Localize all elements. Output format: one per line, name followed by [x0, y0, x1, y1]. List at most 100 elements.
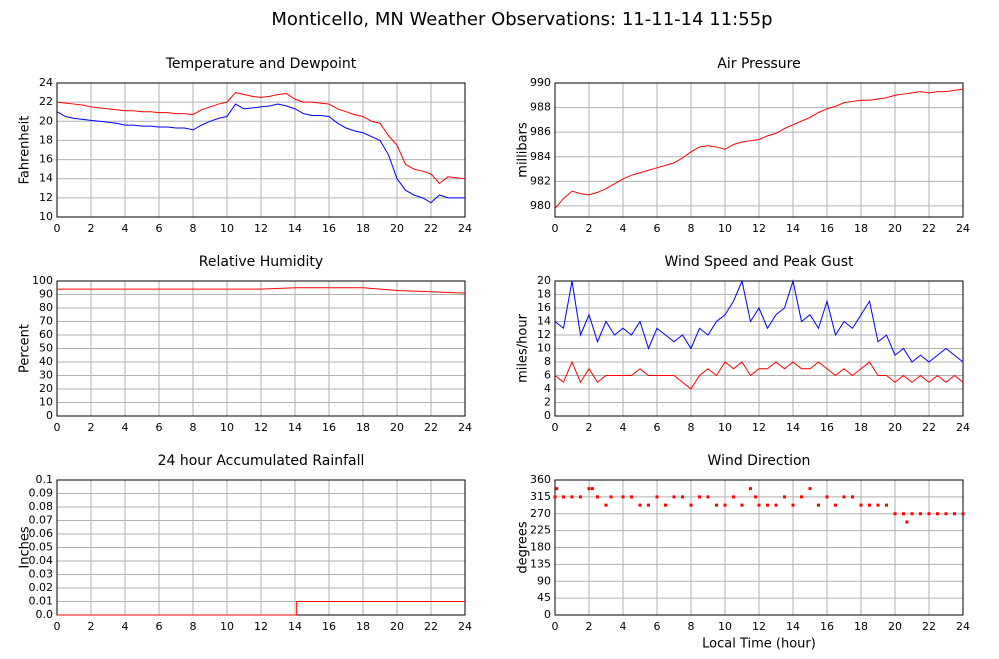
x-tick-label: 14 [786, 620, 800, 633]
x-tick-label: 6 [156, 421, 163, 434]
y-tick-label: 30 [39, 369, 53, 382]
x-tick-label: 22 [424, 421, 438, 434]
data-point [757, 503, 761, 507]
x-tick-label: 14 [288, 421, 302, 434]
y-tick-label: 0.04 [29, 554, 54, 567]
panel: Air Pressure millibars 980 982 984 986 988 990 0… [516, 56, 971, 235]
x-tick-label: 0 [552, 222, 559, 235]
x-tick-label: 8 [190, 421, 197, 434]
x-tick-label: 4 [620, 421, 627, 434]
y-tick-label: 990 [530, 76, 551, 89]
y-tick-label: 0 [544, 409, 551, 422]
y-axis-label: miles/hour [516, 313, 531, 382]
y-tick-label: 10 [537, 342, 551, 355]
x-tick-label: 18 [854, 421, 868, 434]
data-point [647, 503, 650, 507]
data-line [554, 88, 964, 209]
x-tick-label: 18 [356, 222, 370, 235]
data-point [893, 512, 897, 516]
y-tick-label: 0.0 [36, 608, 54, 621]
y-tick-label: 90 [537, 574, 551, 587]
x-tick-label: 16 [820, 421, 834, 434]
y-tick-label: 18 [39, 133, 53, 146]
y-tick-label: 0.01 [29, 595, 54, 608]
y-tick-label: 20 [39, 382, 53, 395]
panel: Relative HumidityPercent0102030405060708… [18, 254, 473, 434]
x-tick-label: 0 [552, 620, 559, 633]
data-line [56, 92, 466, 185]
y-tick-label: 60 [39, 328, 53, 341]
x-tick-label: 6 [156, 222, 163, 235]
x-tick-label: 12 [752, 222, 766, 235]
data-point [570, 495, 574, 499]
data-point [927, 512, 931, 516]
data-point [961, 512, 965, 516]
data-point [905, 520, 909, 524]
x-tick-label: 14 [786, 421, 800, 434]
x-tick-label: 22 [424, 222, 438, 235]
x-tick-label: 12 [752, 421, 766, 434]
data-point [655, 495, 659, 499]
x-tick-label: 24 [458, 421, 472, 434]
y-tick-label: 180 [530, 541, 551, 554]
y-tick-label: 50 [39, 342, 53, 355]
x-tick-label: 10 [220, 421, 234, 434]
x-tick-label: 10 [718, 620, 732, 633]
y-tick-label: 40 [39, 355, 53, 368]
x-tick-label: 20 [888, 421, 902, 434]
data-point [672, 495, 676, 499]
x-tick-label: 2 [88, 421, 95, 434]
x-tick-label: 22 [922, 222, 936, 235]
x-tick-label: 24 [458, 222, 472, 235]
y-tick-label: 20 [39, 114, 53, 127]
x-tick-label: 10 [220, 222, 234, 235]
panel-title: Wind Speed and Peak Gust [665, 254, 854, 270]
data-point [609, 495, 613, 499]
data-point [754, 495, 758, 499]
data-point [590, 487, 594, 491]
data-point [817, 503, 820, 507]
panel-title: 24 hour Accumulated Rainfall [158, 453, 365, 469]
data-point [715, 503, 718, 507]
data-point [851, 495, 854, 499]
x-tick-label: 22 [922, 620, 936, 633]
data-point [868, 503, 871, 507]
plot-frame [554, 280, 964, 417]
x-tick-label: 0 [54, 222, 61, 235]
y-axis-label: Fahrenheit [18, 116, 33, 185]
data-point [604, 503, 608, 507]
panel-title: Temperature and Dewpoint [165, 56, 357, 72]
y-tick-label: 988 [530, 101, 551, 114]
x-tick-label: 16 [820, 222, 834, 235]
y-tick-label: 8 [544, 355, 551, 368]
data-point [740, 503, 744, 507]
x-tick-label: 8 [688, 620, 695, 633]
x-tick-label: 16 [322, 222, 336, 235]
x-tick-label: 2 [586, 620, 593, 633]
y-tick-label: 16 [537, 301, 551, 314]
x-tick-label: 12 [254, 421, 268, 434]
data-point [766, 503, 769, 507]
x-tick-label: 20 [888, 222, 902, 235]
y-tick-label: 12 [39, 191, 53, 204]
y-tick-label: 10 [39, 396, 53, 409]
data-point [902, 512, 905, 516]
y-tick-label: 0 [46, 409, 53, 422]
x-tick-label: 12 [254, 620, 268, 633]
y-tick-label: 0.05 [29, 541, 54, 554]
x-tick-label: 2 [586, 421, 593, 434]
x-tick-label: 2 [88, 222, 95, 235]
x-tick-label: 22 [424, 620, 438, 633]
data-point [638, 503, 642, 507]
data-point [732, 495, 735, 499]
y-tick-label: 6 [544, 369, 551, 382]
y-tick-label: 986 [530, 125, 551, 138]
x-tick-label: 14 [288, 222, 302, 235]
data-point [664, 503, 667, 507]
x-tick-label: 18 [356, 620, 370, 633]
x-tick-label: 18 [854, 620, 868, 633]
y-tick-label: 0 [544, 608, 551, 621]
x-tick-label: 4 [620, 222, 627, 235]
y-axis-label: millibars [516, 122, 531, 178]
y-axis-label: Percent [18, 324, 33, 373]
